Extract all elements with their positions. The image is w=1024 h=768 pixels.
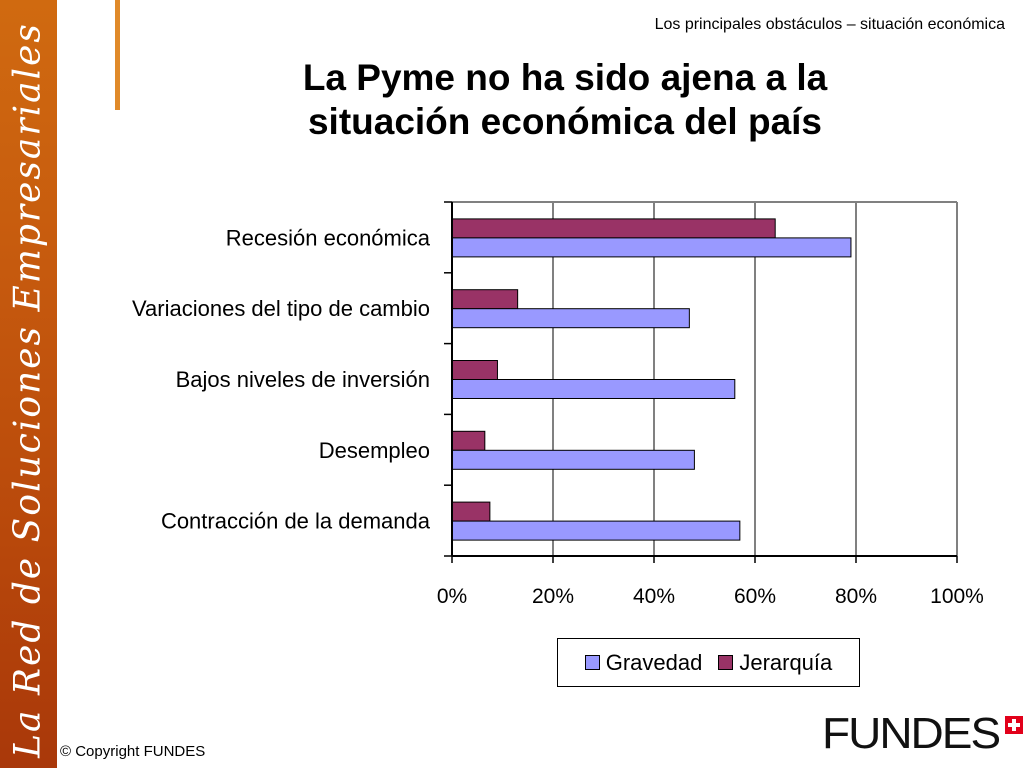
fundes-logo: FUNDES: [822, 708, 1024, 758]
bar-jerarquia: [451, 289, 519, 310]
legend-swatch-jerarquia: [718, 655, 734, 670]
category-label: Desempleo: [319, 438, 430, 463]
logo-wordmark: FUNDES: [822, 708, 1001, 758]
bar-jerarquia: [451, 430, 486, 451]
bar-jerarquia: [451, 218, 776, 239]
x-tick-label: 80%: [835, 585, 877, 608]
legend-swatch-gravedad: [584, 655, 600, 670]
swiss-cross-icon: [1005, 716, 1024, 734]
x-tick-label: 20%: [532, 585, 574, 608]
bar-gravedad: [451, 449, 695, 470]
legend-label-gravedad: Gravedad: [605, 649, 703, 675]
header-caption: Los principales obstáculos – situación e…: [654, 16, 1005, 33]
slide-title: La Pyme no ha sido ajena a la situación …: [190, 56, 940, 144]
category-label: Contracción de la demanda: [161, 509, 431, 534]
category-label: Bajos niveles de inversión: [176, 367, 430, 392]
bar-gravedad: [451, 308, 690, 329]
x-tick-label: 40%: [633, 585, 675, 608]
slide-title-line-1: La Pyme no ha sido ajena a la: [302, 57, 828, 98]
sidebar-banner: La Red de Soluciones Empresariales: [0, 0, 57, 768]
accent-line: [115, 0, 120, 110]
category-label: Recesión económica: [226, 225, 431, 250]
chart-legend: Gravedad Jerarquía: [557, 638, 860, 687]
category-label: Variaciones del tipo de cambio: [132, 296, 430, 321]
legend-item-jerarquia: Jerarquía: [718, 650, 832, 676]
x-tick-label: 0%: [437, 585, 467, 608]
x-tick-label: 100%: [930, 585, 984, 608]
legend-label-jerarquia: Jerarquía: [739, 649, 833, 675]
bar-jerarquia: [451, 501, 491, 522]
bar-gravedad: [451, 520, 741, 541]
legend-item-gravedad: Gravedad: [584, 649, 703, 676]
slide-title-line-2: situación económica del país: [307, 101, 823, 142]
bar-gravedad: [451, 379, 736, 399]
copyright-notice: © Copyright FUNDES: [60, 743, 206, 760]
x-tick-label: 60%: [734, 585, 776, 608]
bar-jerarquia: [451, 360, 498, 380]
bar-gravedad: [451, 237, 852, 258]
